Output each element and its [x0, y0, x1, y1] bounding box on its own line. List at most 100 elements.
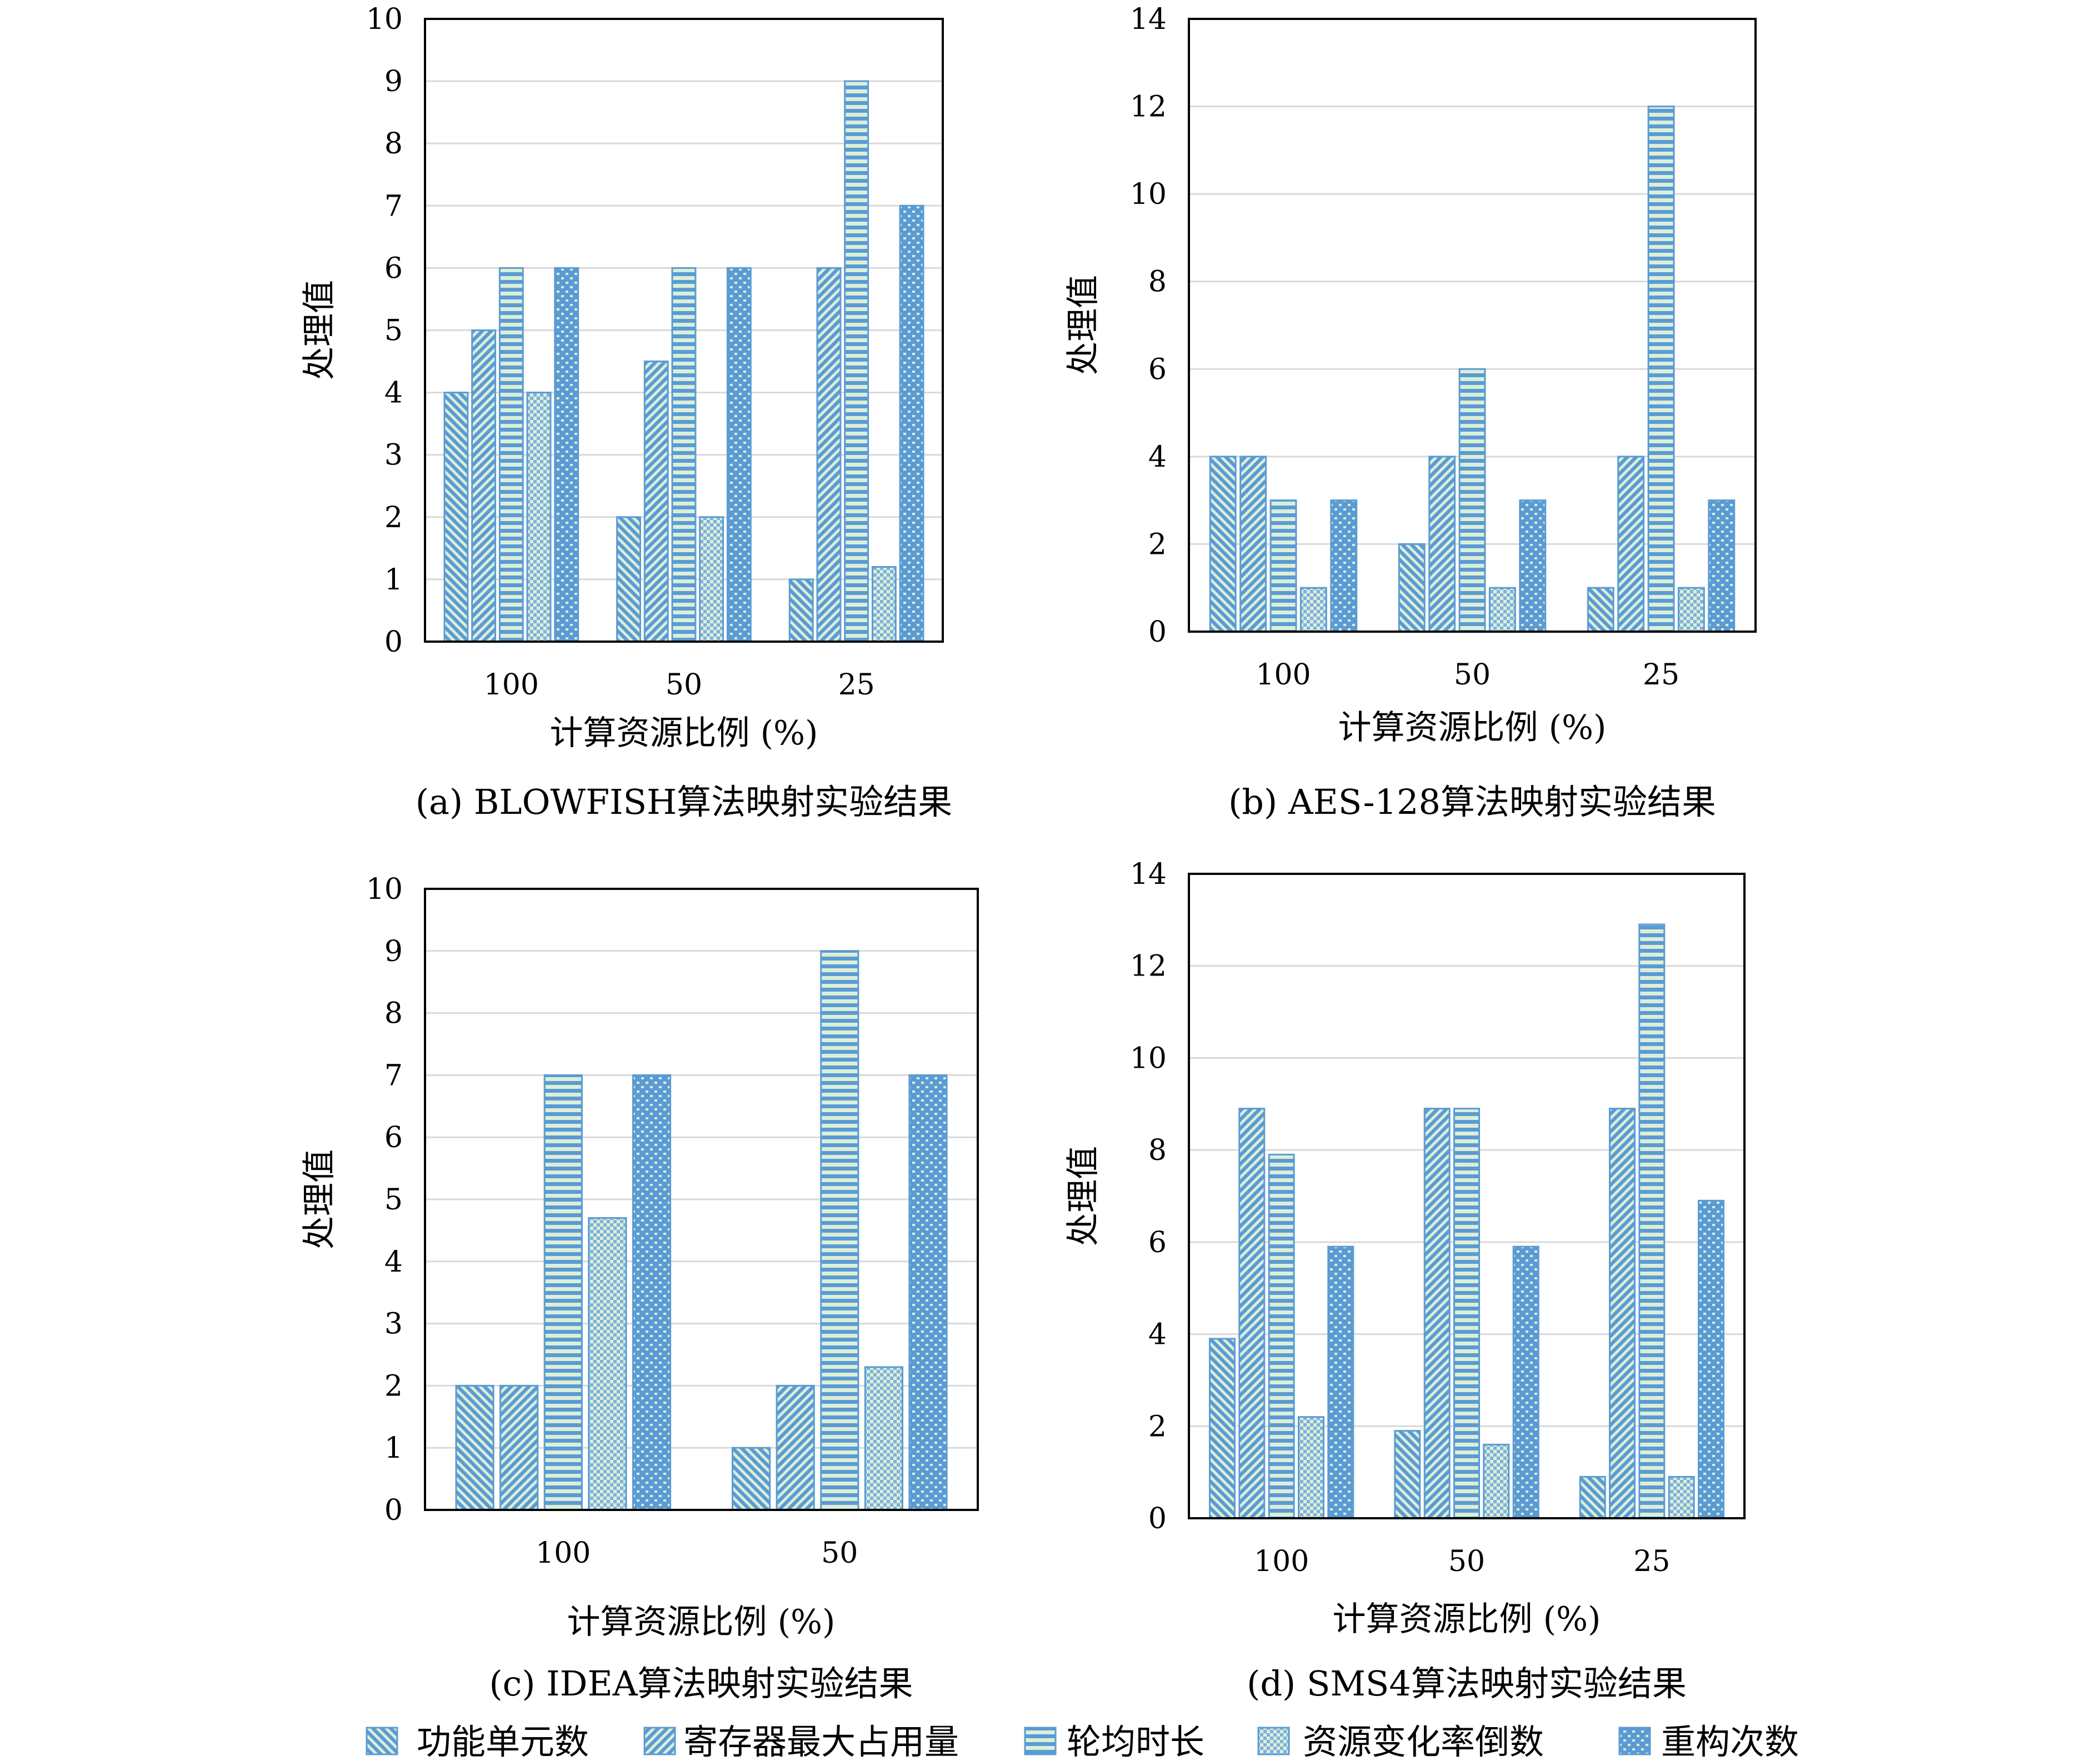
- bar-reconfig-count-50: [1512, 1245, 1539, 1519]
- bar-resource-change-50: [699, 516, 724, 643]
- panel-d-xlabel: 计算资源比例 (%): [1333, 1600, 1601, 1639]
- x-tick-label: 25: [1633, 1545, 1670, 1578]
- bar-register-max-50: [1423, 1108, 1451, 1519]
- y-tick-label: 6: [384, 1121, 403, 1154]
- bar-function-units-100: [455, 1384, 494, 1511]
- y-tick-label: 4: [1148, 441, 1167, 474]
- bar-round-time-50: [820, 950, 859, 1511]
- bar-register-max-50: [643, 361, 669, 643]
- bar-round-time-100: [498, 267, 524, 643]
- legend-item-function-units: 功能单元数: [366, 1722, 589, 1761]
- y-tick-label: 0: [384, 626, 403, 659]
- y-tick-label: 7: [384, 1059, 403, 1092]
- bar-function-units-25: [1579, 1475, 1606, 1519]
- x-tick-label: 100: [1254, 1545, 1309, 1578]
- bar-function-units-25: [788, 578, 814, 643]
- bar-round-time-50: [671, 267, 697, 643]
- bar-round-time-100: [543, 1074, 583, 1511]
- bar-function-units-100: [1209, 1338, 1236, 1519]
- y-tick-label: 14: [1130, 858, 1167, 891]
- bar-reconfig-count-50: [1519, 499, 1547, 633]
- y-tick-label: 8: [1148, 266, 1167, 299]
- y-tick-label: 12: [1130, 950, 1167, 983]
- legend-label: 功能单元数: [417, 1722, 589, 1761]
- bar-reconfig-count-100: [554, 267, 579, 643]
- y-tick-label: 5: [384, 1183, 403, 1217]
- panel-a-caption: (a) BLOWFISH算法映射实验结果: [416, 782, 952, 822]
- x-tick-label: 50: [821, 1537, 858, 1570]
- panel-c-bars: [455, 950, 948, 1511]
- legend-label: 轮均时长: [1067, 1722, 1204, 1761]
- panel-c-caption: (c) IDEA算法映射实验结果: [489, 1663, 913, 1704]
- y-tick-label: 10: [366, 3, 403, 36]
- bar-function-units-50: [616, 516, 641, 643]
- y-tick-label: 0: [1148, 616, 1167, 649]
- panel-a-ylabel: 处理值: [300, 280, 339, 380]
- bar-reconfig-count-25: [1698, 1199, 1724, 1519]
- y-tick-label: 0: [1148, 1502, 1167, 1535]
- panel-a-xticks: 100 50 25: [484, 668, 875, 702]
- y-tick-label: 2: [384, 501, 403, 534]
- legend-swatch-hstripe: [1024, 1727, 1057, 1755]
- bar-register-max-100: [1239, 456, 1267, 633]
- x-tick-label: 50: [1454, 658, 1491, 692]
- panel-d-caption: (d) SMS4算法映射实验结果: [1247, 1663, 1687, 1704]
- bar-resource-change-50: [864, 1366, 904, 1511]
- y-tick-label: 4: [1148, 1318, 1167, 1352]
- bar-reconfig-count-25: [1708, 499, 1736, 633]
- y-tick-label: 3: [384, 1308, 403, 1341]
- bar-resource-change-25: [1677, 587, 1705, 633]
- y-tick-label: 6: [1148, 353, 1167, 386]
- bar-resource-change-100: [588, 1217, 627, 1511]
- bar-function-units-50: [732, 1447, 771, 1511]
- bar-register-max-100: [499, 1384, 539, 1511]
- panel-b-bars: [1209, 106, 1736, 633]
- legend-label: 资源变化率倒数: [1303, 1722, 1544, 1761]
- panel-d-xticks: 100 50 25: [1254, 1545, 1670, 1578]
- legend-item-register-max: 寄存器最大占用量: [643, 1722, 959, 1761]
- bar-resource-change-25: [871, 566, 897, 643]
- bar-round-time-50: [1453, 1108, 1480, 1519]
- legend-item-resource-change: 资源变化率倒数: [1257, 1722, 1544, 1761]
- legend-swatch-diag-back: [366, 1727, 398, 1755]
- y-tick-label: 4: [384, 377, 403, 410]
- panel-d-yticks: 0 2 4 6 8 10 12 14: [1130, 858, 1167, 1535]
- bar-round-time-25: [1638, 923, 1666, 1519]
- y-tick-label: 8: [384, 997, 403, 1030]
- bar-register-max-25: [1617, 456, 1645, 633]
- y-tick-label: 4: [384, 1245, 403, 1279]
- bar-resource-change-50: [1488, 587, 1516, 633]
- panel-b-ylabel: 处理值: [1064, 275, 1103, 375]
- panel-b-yticks: 0 2 4 6 8 10 12 14: [1130, 3, 1167, 649]
- panel-d: 0 2 4 6 8 10 12 14 100 50 25 处理值 计算资源比例 (%) (d) S…: [1064, 858, 1746, 1704]
- panel-a-xlabel: 计算资源比例 (%): [550, 714, 818, 753]
- panel-b-frame: [1188, 18, 1757, 633]
- legend-swatch-check: [1257, 1727, 1290, 1755]
- bar-reconfig-count-100: [632, 1074, 672, 1511]
- bar-register-max-25: [1609, 1108, 1636, 1519]
- y-tick-label: 2: [384, 1369, 403, 1403]
- bar-resource-change-100: [1299, 587, 1327, 633]
- bar-function-units-100: [443, 392, 469, 643]
- y-tick-label: 10: [1130, 1042, 1167, 1075]
- y-tick-label: 2: [1148, 528, 1167, 561]
- legend-label: 重构次数: [1661, 1722, 1799, 1761]
- x-tick-label: 50: [666, 668, 702, 702]
- bar-round-time-100: [1268, 1153, 1295, 1519]
- y-tick-label: 12: [1130, 91, 1167, 124]
- panel-d-bars: [1209, 923, 1724, 1519]
- legend-swatch-diag-fwd: [643, 1727, 676, 1755]
- y-tick-label: 3: [384, 439, 403, 472]
- bar-reconfig-count-25: [899, 204, 924, 643]
- y-tick-label: 5: [384, 314, 403, 348]
- y-tick-label: 10: [1130, 178, 1167, 211]
- bar-function-units-50: [1398, 543, 1426, 633]
- x-tick-label: 100: [536, 1537, 591, 1570]
- bar-function-units-50: [1394, 1430, 1421, 1519]
- panel-d-ylabel: 处理值: [1064, 1146, 1103, 1246]
- y-tick-label: 9: [384, 935, 403, 968]
- y-tick-label: 7: [384, 189, 403, 223]
- bar-resource-change-100: [526, 392, 552, 643]
- panel-b-xlabel: 计算资源比例 (%): [1338, 708, 1607, 747]
- y-tick-label: 2: [1148, 1410, 1167, 1443]
